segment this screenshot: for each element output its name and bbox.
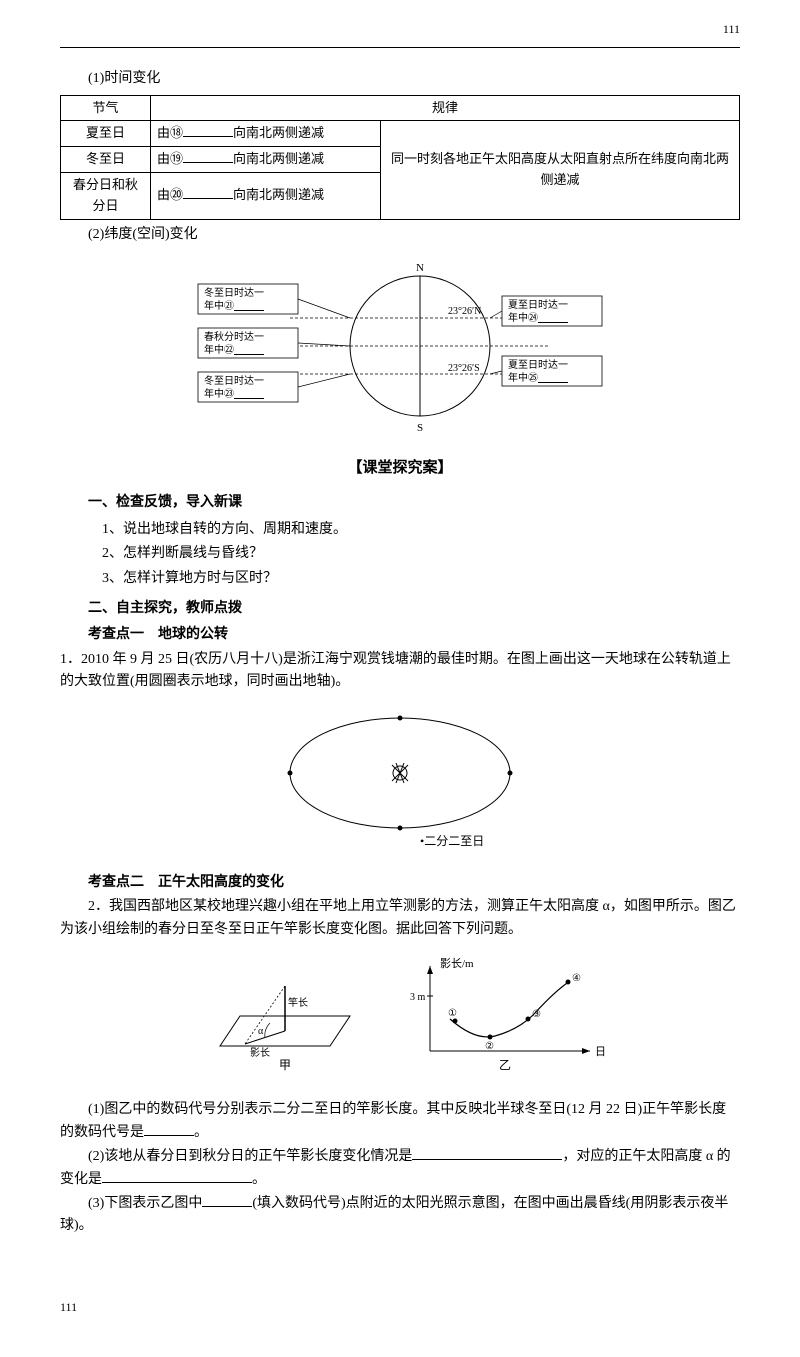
time-change-table: 节气 规律 夏至日 由⑱ 向南北两侧递减 同一时刻各地正午太阳高度从太阳直射点所在… bbox=[60, 95, 740, 220]
shadow-diagram: α 竿长 影长 甲 影长/m 日 3 m ① ② ③ ④ 乙 bbox=[60, 951, 740, 1089]
pt1: ① bbox=[448, 1008, 457, 1019]
cell-suffix: 向南北两侧递减 bbox=[233, 187, 324, 202]
section1-heading1: (1)时间变化 bbox=[60, 68, 740, 90]
axis-y-label: 影长/m bbox=[440, 957, 474, 970]
blank-fill[interactable] bbox=[202, 1193, 252, 1207]
axis-x-label: 日 bbox=[595, 1046, 606, 1058]
cell-suffix: 向南北两侧递减 bbox=[233, 125, 324, 140]
sub-question-2: (2)该地从春分日到秋分日的正午竿影长度变化情况是，对应的正午太阳高度 α 的变… bbox=[60, 1146, 740, 1191]
part-b-title: 二、自主探究，教师点拨 bbox=[88, 598, 740, 620]
cell-term: 夏至日 bbox=[61, 121, 151, 147]
blank-fill[interactable] bbox=[183, 124, 233, 137]
blank-fill[interactable] bbox=[144, 1122, 194, 1136]
pt2: ② bbox=[485, 1041, 494, 1052]
box5-line2: 年中㉕ bbox=[508, 371, 568, 384]
cell-prefix: 由⑳ bbox=[157, 187, 183, 202]
jia-label2: 影长 bbox=[250, 1047, 270, 1059]
north-label: N bbox=[416, 262, 424, 274]
caption-jia: 甲 bbox=[279, 1058, 291, 1072]
kp1-title: 考查点一 地球的公转 bbox=[88, 624, 740, 646]
cell-merged: 同一时刻各地正午太阳高度从太阳直射点所在纬度向南北两侧递减 bbox=[381, 121, 740, 219]
pt4: ④ bbox=[572, 973, 581, 984]
question-item: 1、说出地球自转的方向、周期和速度。 bbox=[60, 519, 740, 541]
blank-fill[interactable] bbox=[412, 1146, 562, 1160]
blank-fill[interactable] bbox=[102, 1169, 252, 1183]
box3-line1: 冬至日时达一 bbox=[204, 374, 264, 387]
top-rule bbox=[60, 47, 740, 48]
jia-label1: 竿长 bbox=[288, 996, 308, 1009]
th-term: 节气 bbox=[61, 95, 151, 121]
caption-yi: 乙 bbox=[499, 1058, 511, 1072]
blank-fill[interactable] bbox=[183, 150, 233, 163]
orbit-diagram: •二分二至日 bbox=[60, 703, 740, 861]
box5-line1: 夏至日时达一 bbox=[508, 359, 568, 371]
part-a-title: 一、检查反馈，导入新课 bbox=[88, 492, 740, 514]
cell-term: 冬至日 bbox=[61, 147, 151, 173]
question-item: 2、怎样判断晨线与昏线？ bbox=[60, 543, 740, 565]
box1-line1: 冬至日时达一 bbox=[204, 286, 264, 299]
question-text: 2．我国西部地区某校地理兴趣小组在平地上用立竿测影的方法，测算正午太阳高度 α，… bbox=[60, 896, 740, 941]
svg-text:α: α bbox=[258, 1026, 264, 1037]
sub-question-3: (3)下图表示乙图中(填入数码代号)点附近的太阳光照示意图，在图中画出晨昏线(用… bbox=[60, 1193, 740, 1238]
cell-prefix: 由⑲ bbox=[157, 151, 183, 166]
cell-term: 春分日和秋分日 bbox=[61, 172, 151, 219]
orbit-label: •二分二至日 bbox=[420, 834, 484, 848]
section1-heading2: (2)纬度(空间)变化 bbox=[60, 224, 740, 246]
cell-rule: 由⑲ 向南北两侧递减 bbox=[151, 147, 381, 173]
table-row: 夏至日 由⑱向南北两侧递减 同一时刻各地正午太阳高度从太阳直射点所在纬度向南北两… bbox=[61, 121, 740, 147]
text: 。 bbox=[252, 1172, 266, 1187]
box2-line1: 春秋分时达一 bbox=[204, 330, 264, 343]
table-row: 节气 规律 bbox=[61, 95, 740, 121]
axis-y-value: 3 m bbox=[410, 992, 426, 1003]
th-rule: 规律 bbox=[151, 95, 740, 121]
box1-line2: 年中㉑ bbox=[204, 299, 264, 312]
cell-prefix: 由⑱ bbox=[157, 125, 183, 140]
kp2-title: 考查点二 正午太阳高度的变化 bbox=[88, 872, 740, 894]
sub-question-1: (1)图乙中的数码代号分别表示二分二至日的竿影长度。其中反映北半球冬至日(12 … bbox=[60, 1099, 740, 1144]
lat2-label: 23°26′S bbox=[448, 363, 480, 374]
lat1-label: 23°26′N bbox=[448, 306, 481, 317]
question-text: 1．2010 年 9 月 25 日(农历八月十八)是浙江海宁观赏钱塘潮的最佳时期… bbox=[60, 649, 740, 694]
pt3: ③ bbox=[532, 1009, 541, 1020]
text: 。 bbox=[194, 1125, 208, 1140]
latitude-diagram: N S 23°26′N 23°26′S 冬至日时达一 年中㉑ 春秋分时达一 年中… bbox=[60, 256, 740, 444]
box4-line1: 夏至日时达一 bbox=[508, 299, 568, 311]
box3-line2: 年中㉓ bbox=[204, 387, 264, 400]
box2-line2: 年中㉒ bbox=[204, 343, 264, 356]
page-number-top: 111 bbox=[60, 20, 740, 39]
section-title: 【课堂探究案】 bbox=[60, 456, 740, 480]
text: (3)下图表示乙图中 bbox=[88, 1196, 202, 1211]
cell-suffix: 向南北两侧递减 bbox=[233, 151, 324, 166]
question-item: 3、怎样计算地方时与区时？ bbox=[60, 568, 740, 590]
page-number-bottom: 111 bbox=[60, 1298, 740, 1317]
text: (2)该地从春分日到秋分日的正午竿影长度变化情况是 bbox=[88, 1149, 412, 1164]
blank-fill[interactable] bbox=[183, 186, 233, 199]
cell-rule: 由⑳ 向南北两侧递减 bbox=[151, 172, 381, 219]
box4-line2: 年中㉔ bbox=[508, 311, 568, 324]
south-label: S bbox=[417, 422, 423, 434]
cell-rule: 由⑱ 向南北两侧递减 bbox=[151, 121, 381, 147]
